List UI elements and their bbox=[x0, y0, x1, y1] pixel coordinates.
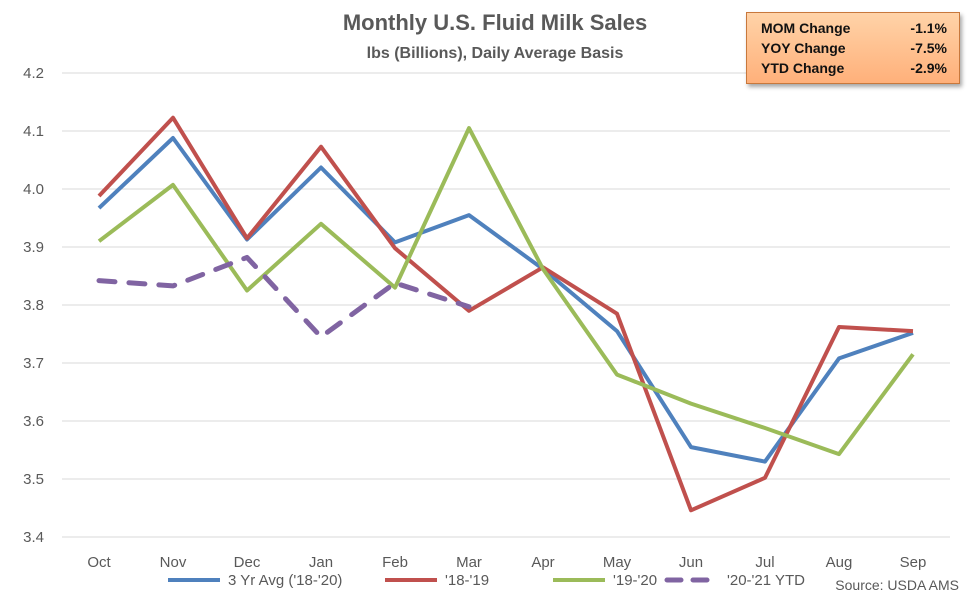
source-note: Source: USDA AMS bbox=[835, 577, 959, 593]
y-tick-label: 3.6 bbox=[23, 413, 44, 430]
x-tick-label: Nov bbox=[160, 554, 187, 571]
x-axis-ticks: Oct Nov Dec Jan Feb Mar Apr May Jun Jul Aug Sep bbox=[87, 554, 926, 571]
series-lines bbox=[99, 118, 913, 511]
y-tick-label: 3.9 bbox=[23, 239, 44, 256]
x-tick-label: Mar bbox=[456, 554, 482, 571]
y-tick-label: 3.8 bbox=[23, 297, 44, 314]
legend-label: '18-'19 bbox=[445, 572, 489, 589]
legend: 3 Yr Avg ('18-'20) '18-'19 '19-'20 '20-'21 … bbox=[168, 572, 805, 589]
stat-label: YOY Change bbox=[761, 38, 846, 58]
stat-value: -7.5% bbox=[910, 38, 947, 58]
series-line bbox=[99, 118, 913, 511]
y-tick-label: 4.0 bbox=[23, 181, 44, 198]
stat-value: -1.1% bbox=[910, 18, 947, 38]
stat-row-mom: MOM Change -1.1% bbox=[761, 18, 947, 38]
x-tick-label: Sep bbox=[900, 554, 927, 571]
stat-row-yoy: YOY Change -7.5% bbox=[761, 38, 947, 58]
x-tick-label: May bbox=[603, 554, 632, 571]
stat-row-ytd: YTD Change -2.9% bbox=[761, 58, 947, 78]
gridlines bbox=[62, 73, 950, 537]
y-axis-ticks: 3.4 3.5 3.6 3.7 3.8 3.9 4.0 4.1 4.2 bbox=[23, 65, 44, 546]
x-tick-label: Jul bbox=[755, 554, 774, 571]
change-stats-box: MOM Change -1.1% YOY Change -7.5% YTD Ch… bbox=[746, 12, 960, 84]
x-tick-label: Dec bbox=[234, 554, 261, 571]
y-tick-label: 3.5 bbox=[23, 471, 44, 488]
x-tick-label: Jun bbox=[679, 554, 703, 571]
legend-label: '19-'20 bbox=[613, 572, 657, 589]
x-tick-label: Feb bbox=[382, 554, 408, 571]
chart-subtitle: lbs (Billions), Daily Average Basis bbox=[367, 45, 624, 62]
stat-value: -2.9% bbox=[910, 58, 947, 78]
chart-title: Monthly U.S. Fluid Milk Sales bbox=[343, 10, 647, 35]
series-line bbox=[99, 138, 913, 462]
y-tick-label: 4.1 bbox=[23, 123, 44, 140]
x-tick-label: Apr bbox=[531, 554, 554, 571]
stat-label: YTD Change bbox=[761, 58, 844, 78]
series-line bbox=[99, 257, 469, 337]
legend-label: 3 Yr Avg ('18-'20) bbox=[228, 572, 342, 589]
legend-label: '20-'21 YTD bbox=[727, 572, 805, 589]
x-tick-label: Oct bbox=[87, 554, 111, 571]
y-tick-label: 4.2 bbox=[23, 65, 44, 82]
y-tick-label: 3.7 bbox=[23, 355, 44, 372]
x-tick-label: Aug bbox=[826, 554, 853, 571]
stat-label: MOM Change bbox=[761, 18, 850, 38]
y-tick-label: 3.4 bbox=[23, 529, 44, 546]
x-tick-label: Jan bbox=[309, 554, 333, 571]
